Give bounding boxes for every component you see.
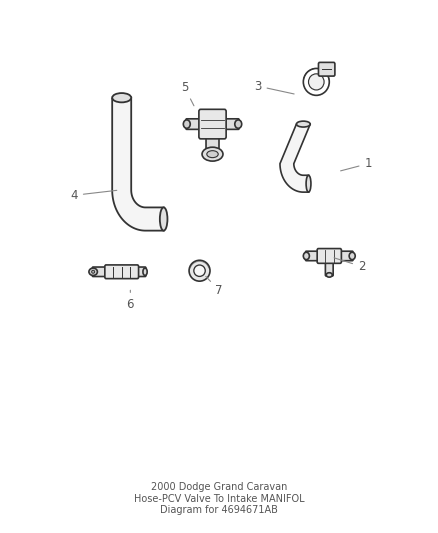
- FancyBboxPatch shape: [325, 261, 333, 276]
- Ellipse shape: [89, 268, 97, 276]
- Ellipse shape: [194, 265, 205, 277]
- Ellipse shape: [202, 147, 223, 161]
- FancyBboxPatch shape: [105, 265, 138, 279]
- Ellipse shape: [235, 120, 242, 128]
- Ellipse shape: [92, 270, 95, 273]
- Ellipse shape: [297, 121, 310, 127]
- Ellipse shape: [184, 120, 190, 128]
- FancyBboxPatch shape: [318, 62, 335, 76]
- Ellipse shape: [308, 74, 324, 90]
- PathPatch shape: [112, 98, 164, 231]
- Text: 3: 3: [254, 79, 294, 94]
- Text: 4: 4: [71, 189, 117, 202]
- Ellipse shape: [304, 252, 309, 260]
- Text: 7: 7: [206, 277, 223, 297]
- FancyBboxPatch shape: [199, 109, 226, 139]
- FancyBboxPatch shape: [92, 267, 107, 277]
- FancyBboxPatch shape: [305, 251, 319, 261]
- FancyBboxPatch shape: [339, 251, 353, 261]
- FancyBboxPatch shape: [186, 119, 201, 130]
- Ellipse shape: [349, 252, 355, 260]
- Ellipse shape: [160, 207, 167, 231]
- Ellipse shape: [143, 268, 147, 276]
- Text: 2000 Dodge Grand Caravan
Hose-PCV Valve To Intake MANIFOL
Diagram for 4694671AB: 2000 Dodge Grand Caravan Hose-PCV Valve …: [134, 482, 304, 515]
- Ellipse shape: [326, 273, 332, 277]
- FancyBboxPatch shape: [206, 136, 219, 149]
- Text: 2: 2: [334, 258, 365, 273]
- FancyBboxPatch shape: [317, 248, 341, 263]
- Text: 5: 5: [181, 80, 194, 106]
- PathPatch shape: [280, 124, 310, 192]
- Ellipse shape: [189, 260, 210, 281]
- Text: 1: 1: [341, 157, 372, 171]
- Text: 6: 6: [127, 290, 134, 311]
- Ellipse shape: [207, 151, 218, 158]
- FancyBboxPatch shape: [223, 119, 239, 130]
- Ellipse shape: [112, 93, 131, 102]
- FancyBboxPatch shape: [136, 267, 146, 277]
- Ellipse shape: [306, 175, 311, 192]
